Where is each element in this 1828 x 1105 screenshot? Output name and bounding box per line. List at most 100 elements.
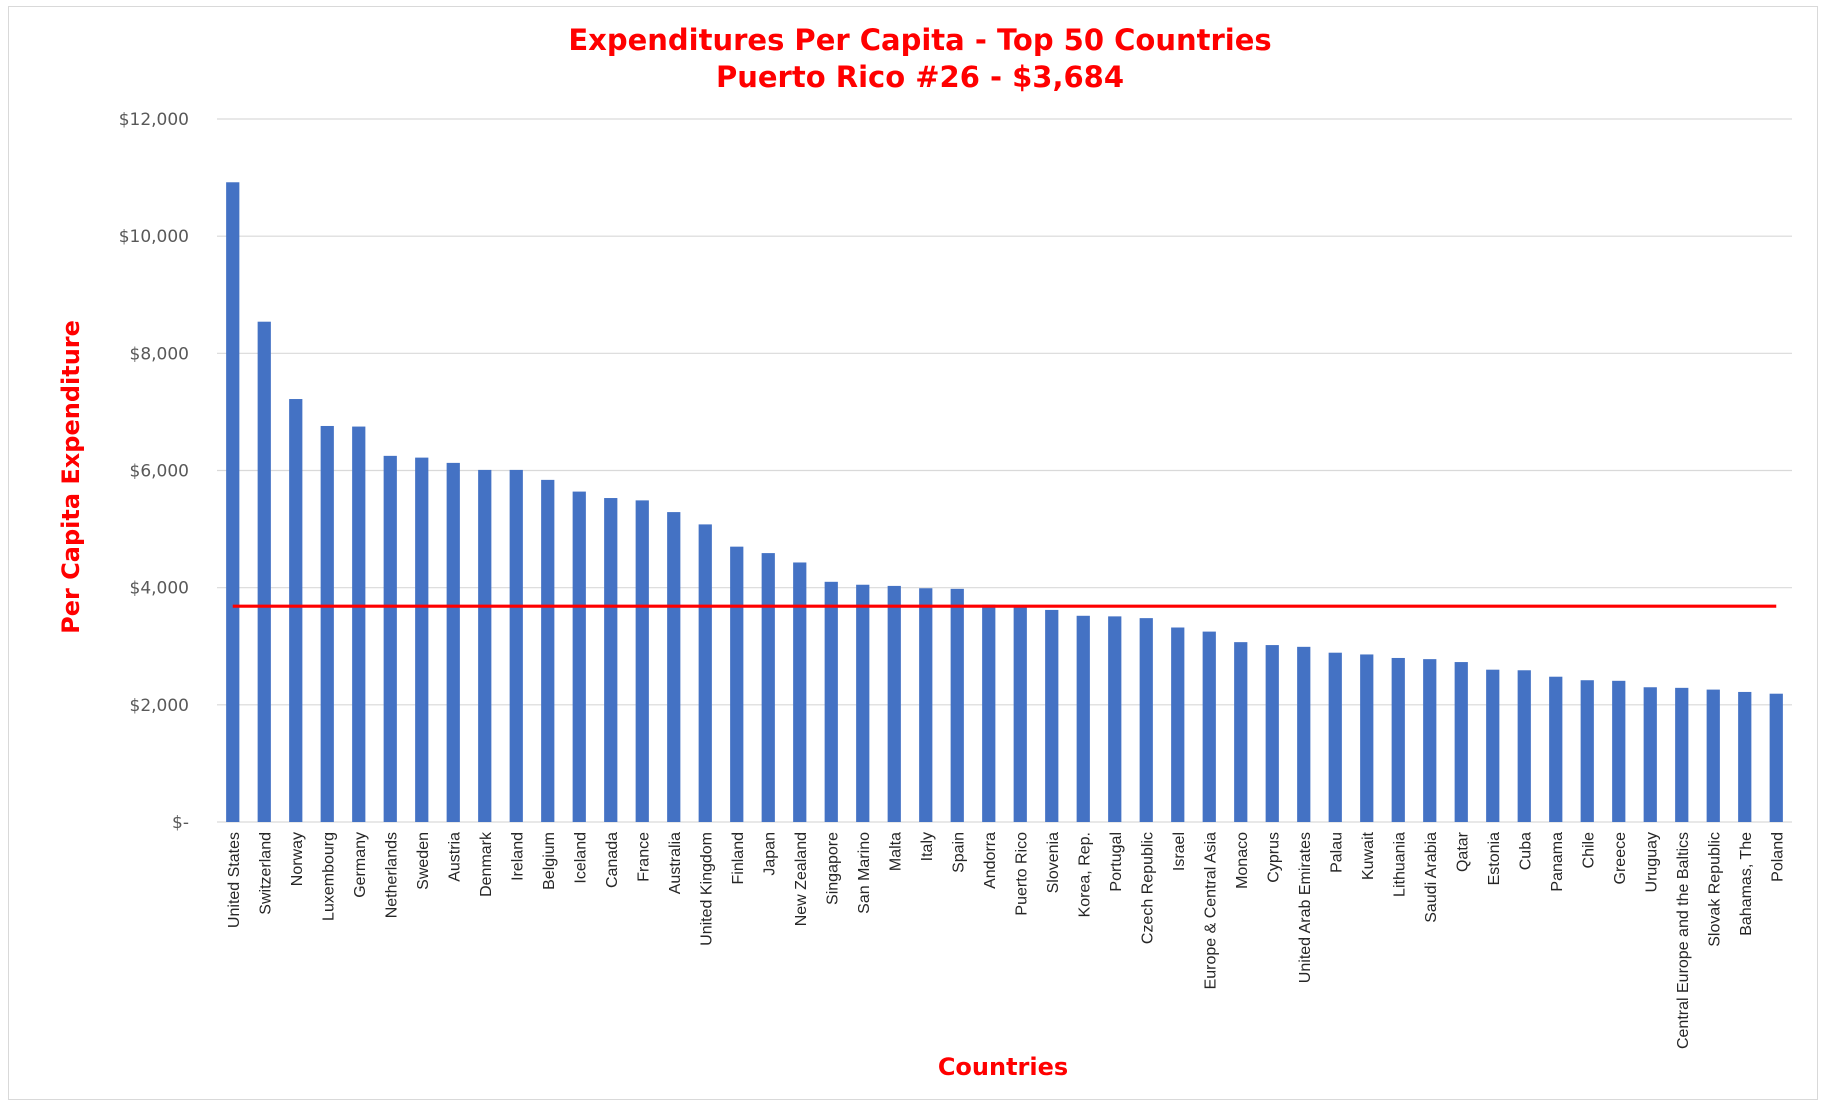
x-tick-label: Estonia	[1486, 832, 1503, 885]
bar	[667, 512, 681, 822]
x-tick-label: Panama	[1549, 832, 1566, 892]
x-tick-label: Spain	[950, 832, 967, 873]
bar	[761, 553, 775, 822]
x-tick-label: Austria	[446, 832, 463, 882]
bar	[1580, 680, 1594, 822]
y-tick-label: $2,000	[130, 696, 189, 716]
y-tick-label: $4,000	[130, 579, 189, 599]
x-tick-label: Monaco	[1234, 832, 1251, 889]
bar	[635, 500, 649, 822]
x-tick-label: Ireland	[509, 832, 526, 881]
bar	[257, 321, 271, 822]
x-tick-label: Poland	[1769, 832, 1786, 882]
bar	[824, 581, 838, 822]
x-tick-label: Switzerland	[257, 832, 274, 915]
bar	[415, 457, 429, 822]
bar	[383, 455, 397, 822]
x-tick-label: Cuba	[1517, 832, 1534, 870]
bar	[1517, 670, 1531, 822]
x-axis-title: Countries	[938, 1053, 1068, 1081]
bar	[1706, 689, 1720, 822]
y-axis-title: Per Capita Expenditure	[57, 320, 85, 634]
bar	[982, 604, 996, 822]
x-tick-label: Finland	[730, 832, 747, 884]
bar	[1360, 654, 1374, 822]
x-tick-label: Slovenia	[1045, 832, 1062, 893]
x-tick-label: United Arab Emirates	[1297, 832, 1314, 983]
x-tick-label: Israel	[1171, 832, 1188, 871]
chart-title: Expenditures Per Capita - Top 50 Countri…	[568, 23, 1271, 57]
bar	[446, 462, 460, 822]
x-tick-label: Netherlands	[383, 832, 400, 918]
bar	[1202, 631, 1216, 822]
x-tick-label: Slovak Republic	[1706, 832, 1723, 947]
x-tick-label: San Marino	[856, 832, 873, 914]
bar	[1076, 615, 1090, 822]
bar	[226, 182, 240, 822]
x-tick-label: Lithuania	[1391, 832, 1408, 897]
bar	[856, 584, 870, 822]
bar	[1612, 680, 1626, 822]
x-tick-label: Malta	[887, 832, 904, 871]
bar	[604, 498, 618, 822]
bar	[1391, 657, 1405, 822]
x-tick-label: Puerto Rico	[1013, 832, 1030, 916]
y-tick-label: $6,000	[130, 462, 189, 482]
bar	[793, 562, 807, 822]
bar	[1108, 616, 1122, 822]
x-tick-label: Greece	[1612, 832, 1629, 885]
x-tick-label: Australia	[667, 832, 684, 894]
x-tick-label: Saudi Arabia	[1423, 832, 1440, 923]
x-tick-label: Japan	[761, 832, 778, 876]
x-tick-label: New Zealand	[793, 832, 810, 926]
x-tick-label: Singapore	[824, 832, 841, 905]
x-tick-label: Iceland	[572, 832, 589, 884]
bar	[950, 588, 964, 822]
x-tick-label: Kuwait	[1360, 831, 1377, 880]
x-tick-label: Korea, Rep.	[1076, 832, 1093, 917]
x-tick-label: Cyprus	[1265, 832, 1282, 883]
bar	[320, 425, 334, 822]
bar	[1297, 646, 1311, 822]
chart-subtitle: Puerto Rico #26 - $3,684	[716, 60, 1124, 94]
x-tick-label: United States	[226, 832, 243, 928]
bar	[1328, 652, 1342, 822]
bar	[1738, 691, 1752, 822]
x-axis-ticks: United States Switzerland Norway Luxembourg…	[226, 831, 1787, 1049]
bar	[352, 426, 366, 822]
x-tick-label: Andorra	[982, 832, 999, 889]
bar	[1549, 676, 1563, 822]
x-tick-label: Italy	[919, 832, 936, 861]
x-tick-label: Czech Republic	[1139, 832, 1156, 944]
x-tick-label: Denmark	[478, 831, 495, 897]
bar	[1265, 645, 1279, 822]
x-tick-label: Qatar	[1454, 831, 1471, 872]
bar	[1675, 687, 1689, 822]
bar	[478, 469, 492, 822]
x-tick-label: Luxembourg	[320, 832, 337, 921]
x-tick-label: Europe & Central Asia	[1202, 832, 1219, 990]
bar	[1171, 627, 1185, 822]
bar	[1013, 606, 1027, 822]
bar	[730, 546, 744, 822]
x-tick-label: France	[635, 832, 652, 882]
bar	[1045, 609, 1059, 822]
bar	[509, 469, 523, 822]
x-tick-label: Bahamas, The	[1738, 832, 1755, 936]
y-axis-ticks: $- $2,000 $4,000 $6,000 $8,000 $10,000 $12,000	[119, 110, 189, 833]
bar	[1139, 618, 1153, 822]
bar-chart: Expenditures Per Capita - Top 50 Countri…	[57, 23, 1792, 1081]
x-tick-label: Norway	[289, 832, 306, 886]
x-tick-label: Palau	[1328, 832, 1345, 873]
bar	[541, 479, 555, 822]
bar	[1234, 642, 1248, 822]
x-tick-label: Uruguay	[1643, 832, 1660, 892]
bar	[1769, 693, 1783, 822]
bar	[1486, 669, 1500, 822]
bar	[887, 585, 901, 822]
x-tick-label: Belgium	[541, 832, 558, 890]
x-tick-label: Sweden	[415, 832, 432, 890]
bar	[1454, 662, 1468, 822]
x-tick-label: Germany	[352, 832, 369, 898]
x-tick-label: Central Europe and the Baltics	[1675, 832, 1692, 1049]
